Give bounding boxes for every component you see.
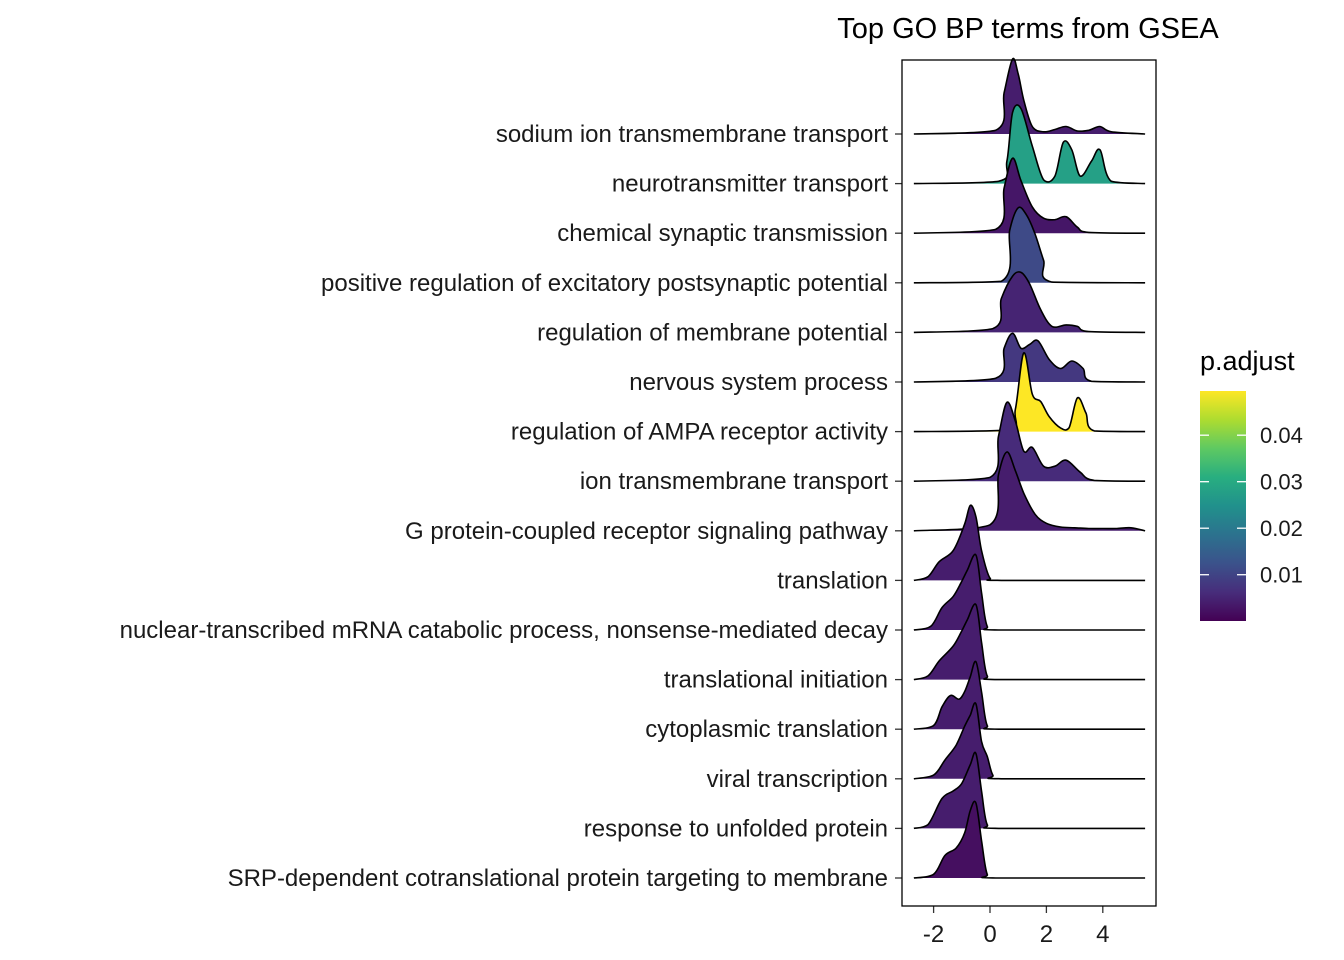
ridge-fill — [913, 207, 1146, 283]
ridge-fill — [913, 271, 1146, 333]
ridge-outline — [913, 104, 1146, 185]
colorbar-tick-label: 0.02 — [1260, 516, 1303, 541]
ridge-fill — [913, 104, 1146, 184]
colorbar — [1200, 391, 1246, 621]
y-tick-label: ion transmembrane transport — [580, 468, 888, 495]
ridge-outline — [913, 401, 1146, 482]
ridge-nervous-system-process — [913, 332, 1146, 383]
ridge-fill — [913, 603, 1146, 680]
y-tick-label: nervous system process — [629, 369, 888, 396]
plot-panel-border — [901, 59, 1157, 907]
y-tick-label: regulation of membrane potential — [537, 319, 888, 346]
y-axis-labels: sodium ion transmembrane transport neurot… — [120, 121, 889, 892]
ridge-fill — [913, 58, 1146, 135]
ridge-outline — [913, 352, 1146, 433]
x-axis: -2 0 2 4 — [923, 906, 1109, 948]
colorbar-tick-label: 0.04 — [1260, 423, 1303, 448]
y-tick-label: translational initiation — [664, 667, 888, 694]
ridge-outline — [913, 603, 1146, 681]
y-tick-label: neurotransmitter transport — [612, 171, 888, 198]
ridge-outline — [913, 157, 1146, 234]
ridge-outline — [913, 206, 1146, 284]
y-tick-label: G protein-coupled receptor signaling pat… — [405, 518, 888, 545]
y-tick-label: cytoplasmic translation — [645, 716, 888, 743]
y-tick-label: nuclear-transcribed mRNA catabolic proce… — [120, 617, 888, 644]
ridge-outline — [913, 702, 1146, 780]
ridge-outline — [913, 800, 1146, 879]
y-tick-label: viral transcription — [707, 766, 888, 793]
ridge-fill — [913, 158, 1146, 234]
y-tick-label: chemical synaptic transmission — [557, 220, 888, 247]
y-tick-label: regulation of AMPA receptor activity — [511, 419, 888, 446]
ridge-fill — [913, 801, 1146, 878]
ridge-outline — [913, 271, 1146, 334]
ridge-outline — [913, 553, 1146, 631]
ridge-outline — [913, 751, 1146, 830]
ridge-fill — [913, 451, 1146, 531]
ridge-outline — [913, 451, 1146, 532]
x-tick-label: 0 — [983, 921, 996, 948]
ridge-translational-initiation — [913, 603, 1146, 681]
y-axis-ticks — [895, 133, 902, 879]
y-tick-label: sodium ion transmembrane transport — [496, 121, 889, 148]
legend-title: p.adjust — [1200, 346, 1295, 376]
ridge-sodium-ion-transmembrane-transport — [913, 57, 1146, 135]
x-tick-label: 4 — [1096, 921, 1109, 948]
ridge-neurotransmitter-transport — [913, 104, 1146, 185]
x-tick-label: 2 — [1040, 921, 1053, 948]
ridge-ion-transmembrane-transport — [913, 401, 1146, 482]
y-tick-label: translation — [777, 567, 888, 594]
colorbar-tick-label: 0.03 — [1260, 470, 1303, 495]
ridge-outline — [913, 660, 1146, 731]
ridge-fill — [913, 402, 1146, 482]
ridge-regulation-of-membrane-potential — [913, 271, 1146, 334]
chart-title: Top GO BP terms from GSEA — [837, 13, 1219, 45]
ridge-layer — [913, 57, 1146, 879]
y-tick-label: SRP-dependent cotranslational protein ta… — [228, 865, 888, 892]
ridge-outline — [913, 332, 1146, 383]
ridge-regulation-of-ampa-receptor-activity — [913, 352, 1146, 433]
y-tick-label: response to unfolded protein — [584, 815, 888, 842]
ridge-outline — [913, 57, 1146, 135]
colorbar-tick-label: 0.01 — [1260, 563, 1303, 588]
y-tick-label: positive regulation of excitatory postsy… — [321, 270, 888, 297]
ridge-g-protein-coupled-receptor-signaling-pathway — [913, 451, 1146, 532]
ridge-srp-dependent-cotranslational-protein-targeting-to-membrane — [913, 800, 1146, 879]
ridge-chemical-synaptic-transmission — [913, 157, 1146, 234]
colorbar-legend: p.adjust 0.01 0.02 0.03 0.04 — [1200, 346, 1303, 621]
ridge-fill — [913, 352, 1146, 432]
x-tick-label: -2 — [923, 921, 944, 948]
ridge-fill — [913, 333, 1146, 382]
colorbar-ticks: 0.01 0.02 0.03 0.04 — [1200, 423, 1303, 588]
ridge-positive-regulation-of-excitatory-postsynaptic-potential — [913, 206, 1146, 284]
ridge-outline — [913, 504, 1146, 582]
